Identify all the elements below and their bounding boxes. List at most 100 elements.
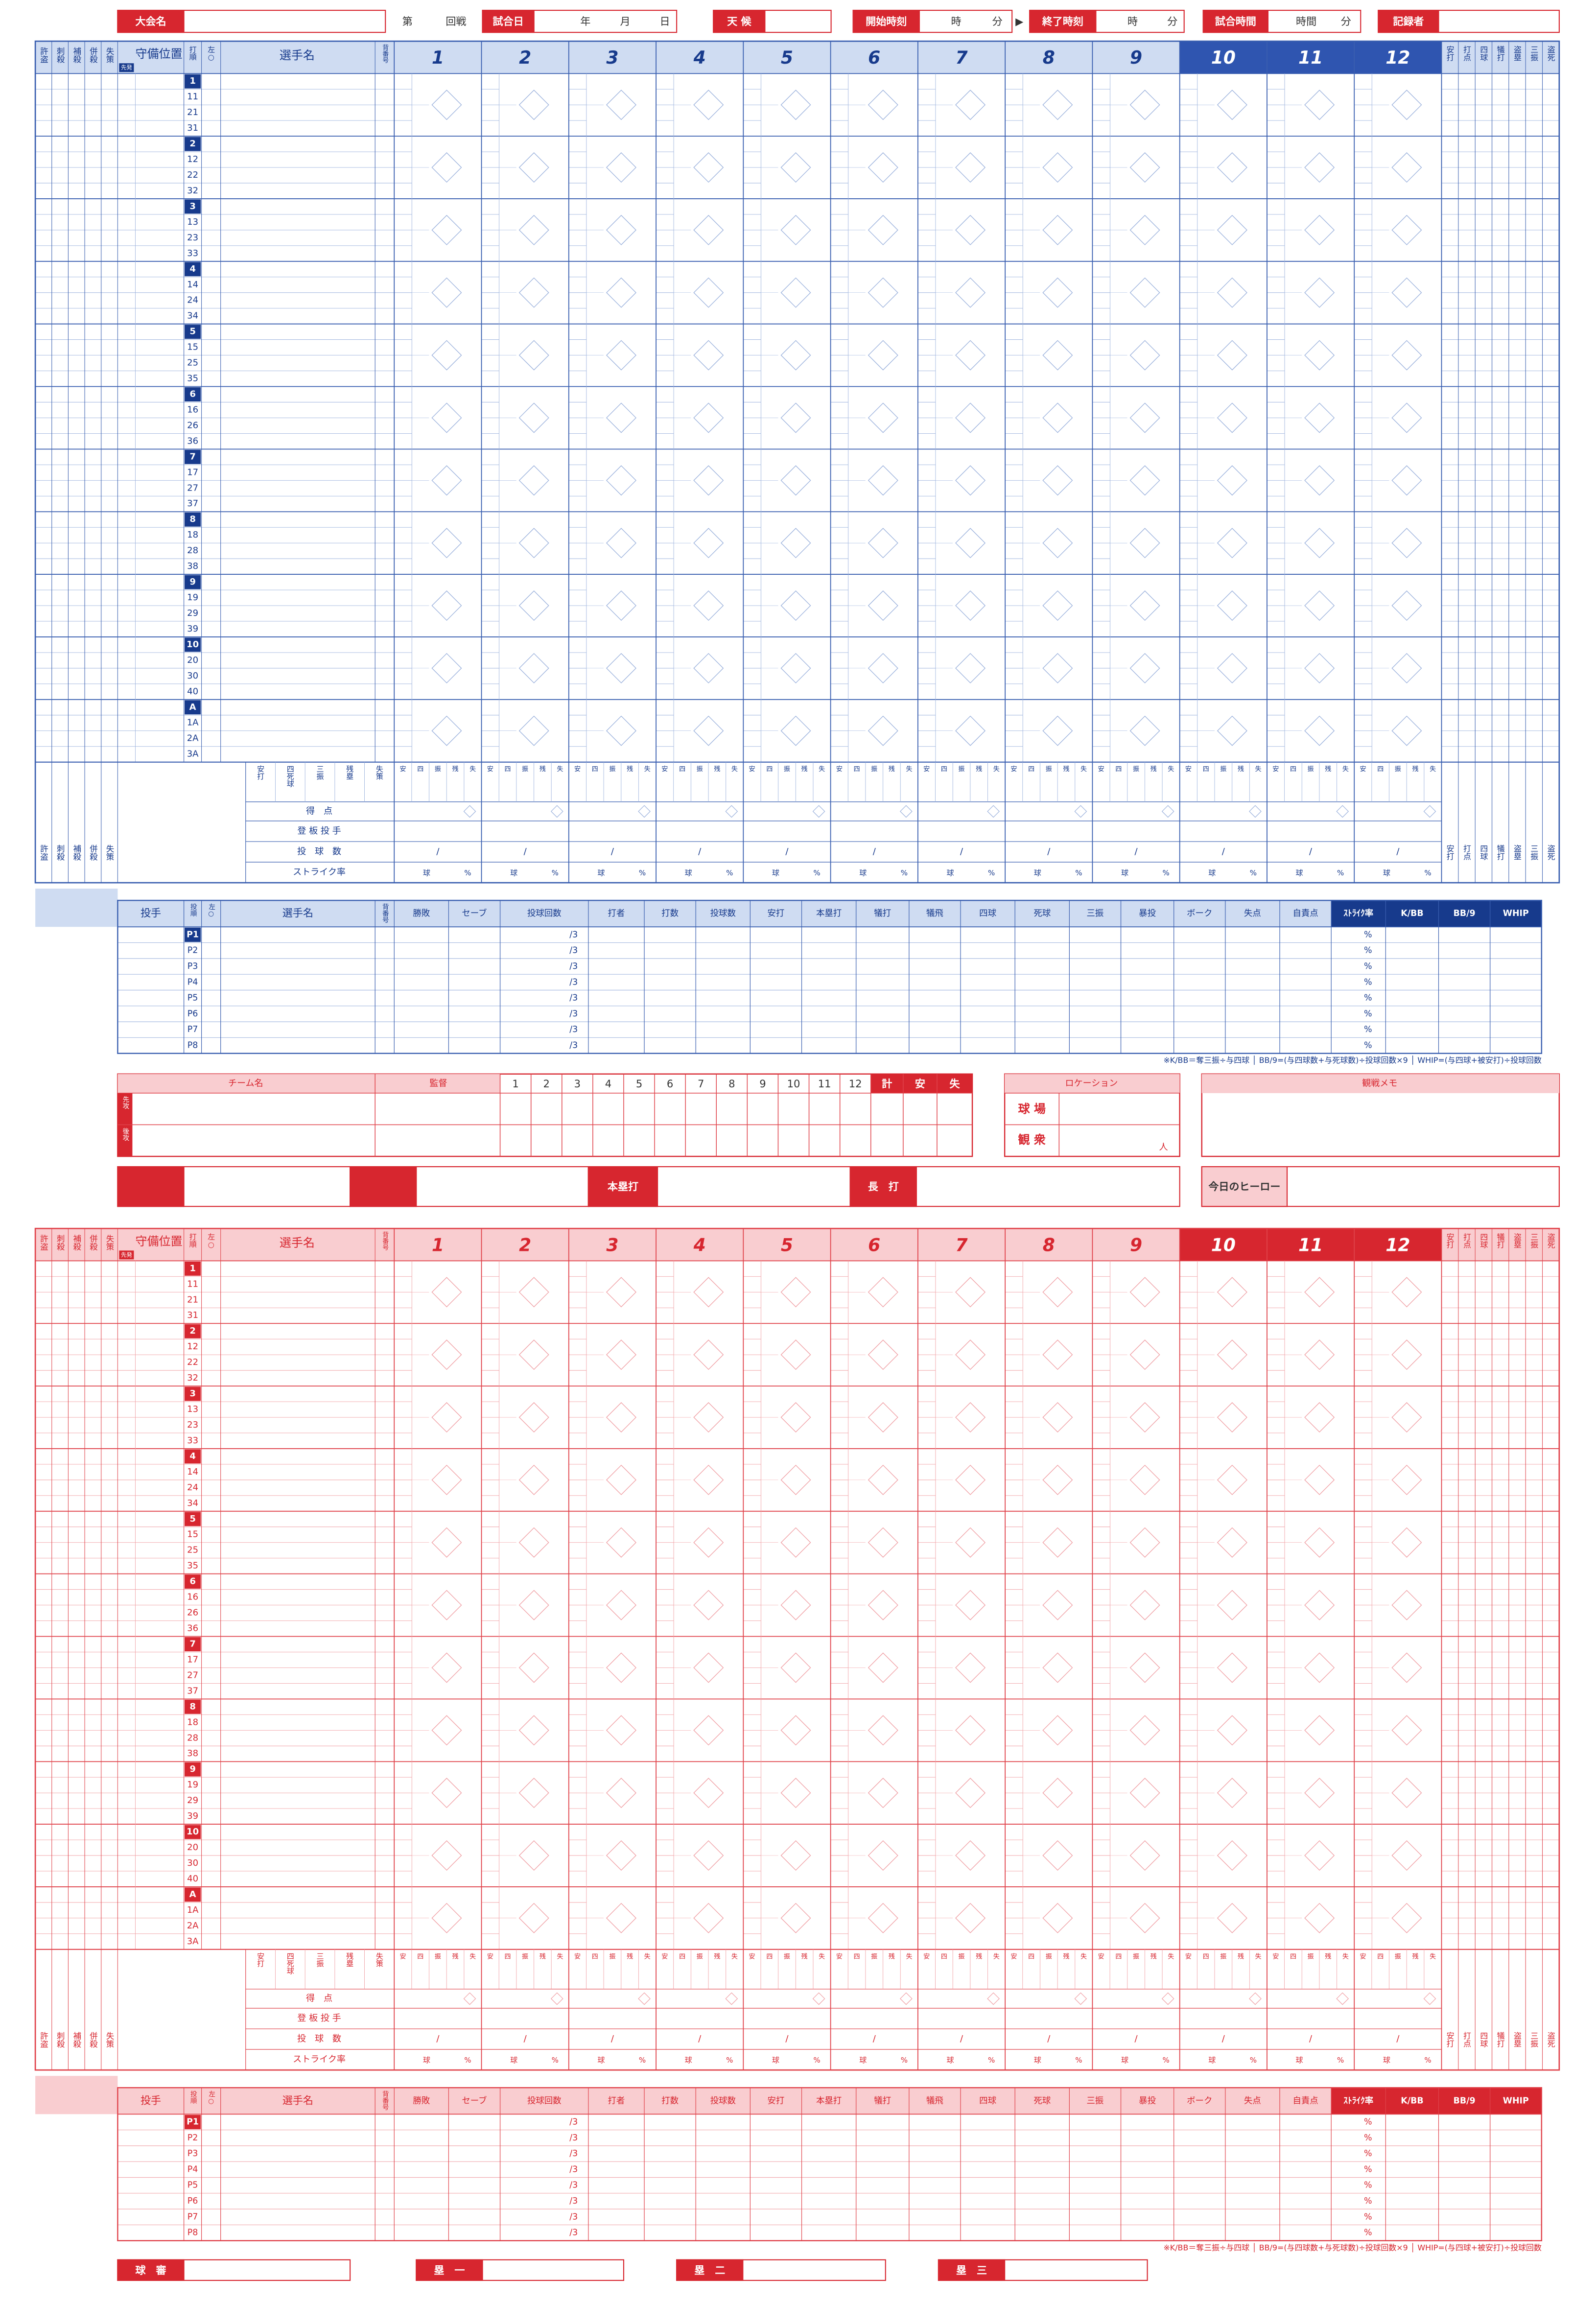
label: 7 [698,1078,704,1090]
label: 安 [915,1078,925,1090]
label: 安 [1272,766,1279,773]
label: % [1424,2056,1431,2065]
label: % [1364,962,1372,971]
pitching-header: WHIP [1503,909,1529,918]
diamond [518,465,549,496]
inning-number: 5 [781,1235,793,1255]
diamond [518,653,549,683]
pitcher-order: P7 [188,2212,198,2222]
field-label-text: 終了時刻 [1042,15,1083,27]
diamond [606,277,636,308]
starter-box [119,63,134,72]
diamond [518,340,549,371]
diamond [1217,1840,1247,1871]
diamond [868,402,898,433]
slot-badge [185,1887,201,1902]
label: % [1364,993,1372,1003]
pitching-header: 打者 [608,909,625,918]
label: 振 [1046,766,1052,773]
diamond [868,1715,898,1746]
label: / [1309,846,1313,857]
batting-order: 28 [187,545,198,556]
label: 振 [1133,1953,1139,1960]
label: / [698,846,702,857]
diamond [518,1402,549,1433]
diamond [606,90,636,120]
pitching-header: BB/9 [1454,2096,1476,2106]
batting-order: 10 [187,639,199,650]
slot-badge [185,387,201,401]
label: 観 衆 [1018,1133,1046,1147]
diamond [693,1464,724,1495]
diamond [606,340,636,371]
label: 回戦 [446,15,466,27]
batting-order: 24 [187,295,198,305]
label: % [1364,1041,1372,1051]
diamond [606,528,636,559]
slot-badge [185,1512,201,1526]
label: 打点 [1462,845,1471,860]
label: 球 [1383,869,1390,877]
diamond [1304,214,1335,245]
inning-number: 10 [1211,1235,1236,1255]
label: 四 [592,766,598,773]
diamond [1129,214,1160,245]
label: 安 [1011,1953,1017,1960]
batting-order: 30 [187,1858,198,1868]
pitcher-order: P1 [187,930,199,939]
diamond [693,528,724,559]
diamond [693,1339,724,1370]
diamond [431,90,462,120]
label: / [611,846,614,857]
diamond [868,214,898,245]
runs-diamond [1423,805,1436,818]
label: % [1364,946,1372,956]
field-label [1201,1166,1288,1207]
label: 投 球 数 [297,846,341,857]
inning-number: 12 [1385,47,1410,68]
diamond [1391,1715,1422,1746]
batting-order: 4 [189,264,196,274]
label: 安 [1011,766,1017,773]
batting-order: 1 [189,1263,196,1273]
field-label-text: 球 審 [135,2264,166,2276]
sheet-border [34,1227,1560,2071]
diamond [955,402,986,433]
label: 補殺 [72,844,81,861]
label: / [1222,846,1225,857]
label: % [1250,869,1257,877]
inning-number: 11 [1298,1235,1323,1255]
label: / [524,2034,527,2044]
diamond [431,1840,462,1871]
pitching-header: 投順 [189,903,197,917]
label: 安 [574,766,581,773]
diamond [606,1339,636,1370]
header-band [1267,1228,1355,1261]
label: % [813,2056,820,2065]
label: % [1163,2056,1170,2065]
label: 振 [1395,1953,1401,1960]
label: 安 [1360,1953,1366,1960]
diamond [1217,1339,1247,1370]
label: 背番号 [381,1231,388,1250]
label: 振 [697,1953,703,1960]
pitching-header: 死球 [1033,2096,1051,2106]
diamond [1304,1590,1335,1620]
label: /3 [569,2164,578,2174]
side-badge [117,1093,133,1125]
diamond [431,152,462,183]
batting-order: 26 [187,1608,198,1618]
label: /3 [569,993,578,1003]
diamond [868,340,898,371]
label: / [1309,2034,1313,2044]
label: 後攻 [121,1127,129,1141]
label: チーム名 [228,1078,263,1088]
pitching-header: ボーク [1187,2096,1212,2106]
diamond [955,715,986,746]
diamond [955,1402,986,1433]
batting-order: 38 [187,561,198,571]
diamond [1304,277,1335,308]
diamond [693,90,724,120]
label: 振 [697,766,703,773]
inning-number: 7 [955,47,968,68]
